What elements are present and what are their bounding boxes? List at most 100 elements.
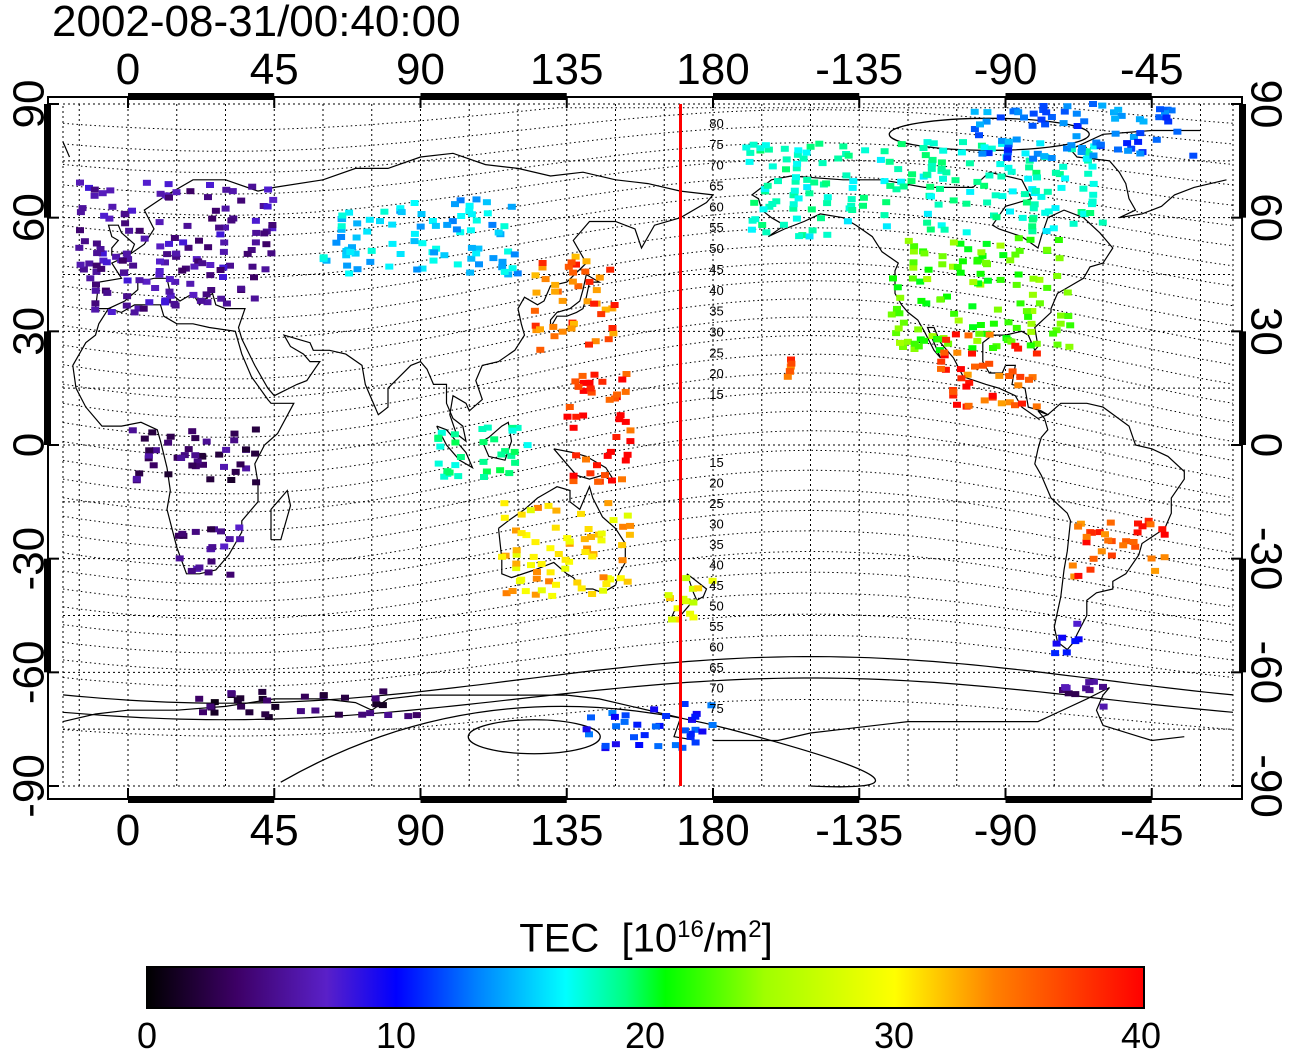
tec-cell [794, 195, 803, 202]
tec-cell [165, 194, 173, 201]
tec-cell [242, 465, 251, 472]
tec-cell [472, 217, 481, 224]
tec-cell [606, 448, 615, 455]
tec-cell [971, 363, 979, 370]
tec-cell [780, 145, 789, 152]
tec-cell [92, 240, 101, 247]
tec-cell [1114, 106, 1123, 113]
tec-cell [987, 145, 996, 152]
tec-cell [968, 303, 977, 310]
tec-cell [76, 209, 85, 216]
tec-cell [985, 360, 994, 367]
tec-cell [220, 543, 229, 550]
tec-cell [1098, 219, 1107, 226]
tec-cell [859, 194, 868, 201]
tec-cell [76, 179, 84, 186]
tec-cell [1129, 134, 1138, 140]
axis-bar-top [128, 93, 275, 100]
tec-cell [187, 567, 196, 574]
tec-cell [452, 226, 461, 233]
axis-bar-top [713, 93, 860, 100]
tec-cell [976, 322, 985, 328]
tec-cell [941, 366, 950, 373]
tec-cell [337, 223, 346, 230]
tec-cell [626, 522, 635, 529]
tec-cell [894, 166, 903, 173]
tec-cell [222, 300, 231, 307]
tec-cell [219, 274, 227, 280]
tec-cell [1007, 338, 1016, 345]
tec-cell [585, 731, 593, 738]
tec-cell [934, 201, 943, 208]
tec-cell [897, 141, 906, 148]
tec-cell [536, 326, 544, 333]
tec-cell [195, 695, 204, 702]
contour-label-north: 70 [709, 158, 723, 173]
tec-cell [184, 244, 193, 251]
tec-cell [541, 276, 550, 283]
tec-cell [217, 528, 225, 535]
tec-cell [1111, 115, 1120, 122]
tec-cell [1062, 684, 1071, 691]
tec-cell [319, 254, 328, 261]
tec-cell [618, 542, 627, 549]
contour-labels: 80 75 70 65 60 55 50 45 40 35 30 25 20 15 15 20 25 30 35 40… [709, 116, 723, 716]
tec-cell [746, 149, 755, 156]
tec-cell [674, 616, 682, 623]
tec-cell [1020, 191, 1029, 198]
tec-cell [210, 699, 219, 706]
contour-line [62, 510, 1234, 585]
tec-cell [145, 447, 154, 454]
tec-cell [581, 549, 590, 555]
tec-cell [366, 710, 375, 717]
tec-cell [1063, 145, 1071, 152]
tec-cell [237, 197, 246, 204]
tec-cell [774, 178, 782, 185]
tec-cell [123, 277, 132, 284]
tec-cell [1009, 108, 1018, 115]
contour-label-south: 50 [709, 599, 723, 614]
tec-cell [608, 477, 616, 484]
tec-cell [1042, 228, 1051, 235]
tec-cell [598, 378, 607, 385]
contour-line [62, 210, 1234, 279]
tec-cell [571, 253, 580, 260]
tec-cell [597, 530, 606, 537]
tec-cell [999, 252, 1008, 259]
tec-cell [903, 338, 912, 345]
tec-cell [1012, 324, 1021, 331]
tec-cell [601, 472, 609, 479]
tec-cell [1025, 164, 1034, 171]
contour-line [62, 109, 1234, 152]
tec-cell [610, 302, 619, 308]
tec-cell [122, 250, 131, 257]
tec-cell [504, 248, 513, 255]
tec-cell [1072, 110, 1081, 117]
tec-cell [85, 260, 94, 267]
tec-cell [1065, 343, 1074, 350]
tec-cell [569, 472, 578, 479]
tec-cell [100, 212, 109, 219]
tec-cell [430, 249, 439, 256]
tec-cell [1028, 223, 1037, 230]
tec-cell [957, 375, 966, 382]
lon-label-top: -90 [974, 45, 1038, 94]
tec-cell [577, 510, 585, 517]
tec-cell [1024, 175, 1033, 182]
tec-cell [928, 160, 937, 167]
axis-bar-right [1239, 104, 1246, 218]
tec-cell [227, 477, 236, 483]
tec-cell [1055, 255, 1064, 262]
tec-cell [1097, 548, 1106, 555]
tec-cell [909, 248, 918, 255]
tec-cell [1049, 225, 1058, 232]
tec-cell [938, 253, 947, 260]
tec-cell [1059, 120, 1068, 127]
tec-cell [565, 538, 574, 545]
tec-cell [202, 291, 211, 298]
tec-cell [125, 227, 134, 234]
tec-cell [494, 229, 503, 236]
tec-cell [237, 285, 246, 292]
lon-label-bottom: 90 [396, 806, 445, 855]
tec-cell [222, 186, 231, 193]
